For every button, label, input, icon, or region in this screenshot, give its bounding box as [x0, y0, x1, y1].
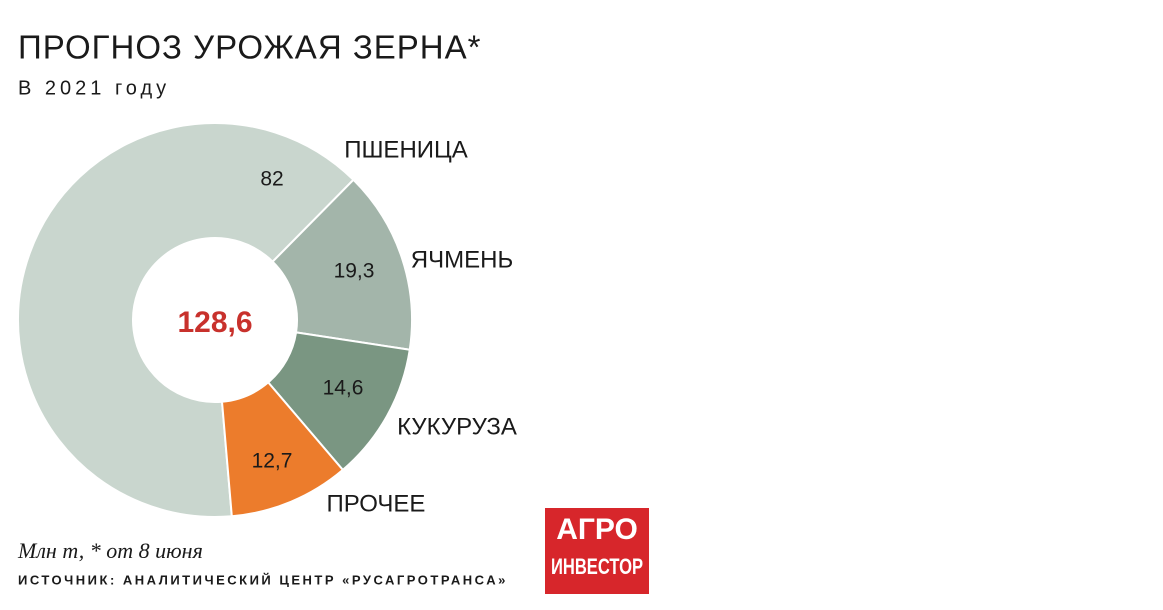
chart-title: ПРОГНОЗ УРОЖАЯ ЗЕРНА*: [18, 29, 481, 66]
logo-text: ИНВЕСТОР: [551, 554, 643, 579]
value-label: 19,3: [334, 260, 375, 283]
value-label: 82: [260, 168, 283, 191]
category-label: ПШЕНИЦА: [344, 136, 468, 163]
center-total: 128,6: [177, 306, 252, 339]
value-label: 14,6: [323, 377, 364, 400]
logo-text: АГРО: [556, 513, 638, 546]
note: Млн т, * от 8 июня: [17, 538, 203, 563]
logo-box: [545, 508, 649, 594]
donut-slice: [220, 380, 345, 518]
chart-subtitle: В 2021 году: [18, 77, 170, 99]
donut-slice: [271, 178, 413, 351]
donut-slice: [17, 122, 355, 518]
category-label: ЯЧМЕНЬ: [411, 246, 513, 273]
source: ИСТОЧНИК: АНАЛИТИЧЕСКИЙ ЦЕНТР «РУСАГРОТР…: [18, 572, 508, 587]
category-label: ПРОЧЕЕ: [327, 490, 426, 517]
value-label: 12,7: [252, 450, 293, 473]
category-label: КУКУРУЗА: [397, 413, 517, 440]
donut-slice: [266, 331, 411, 472]
